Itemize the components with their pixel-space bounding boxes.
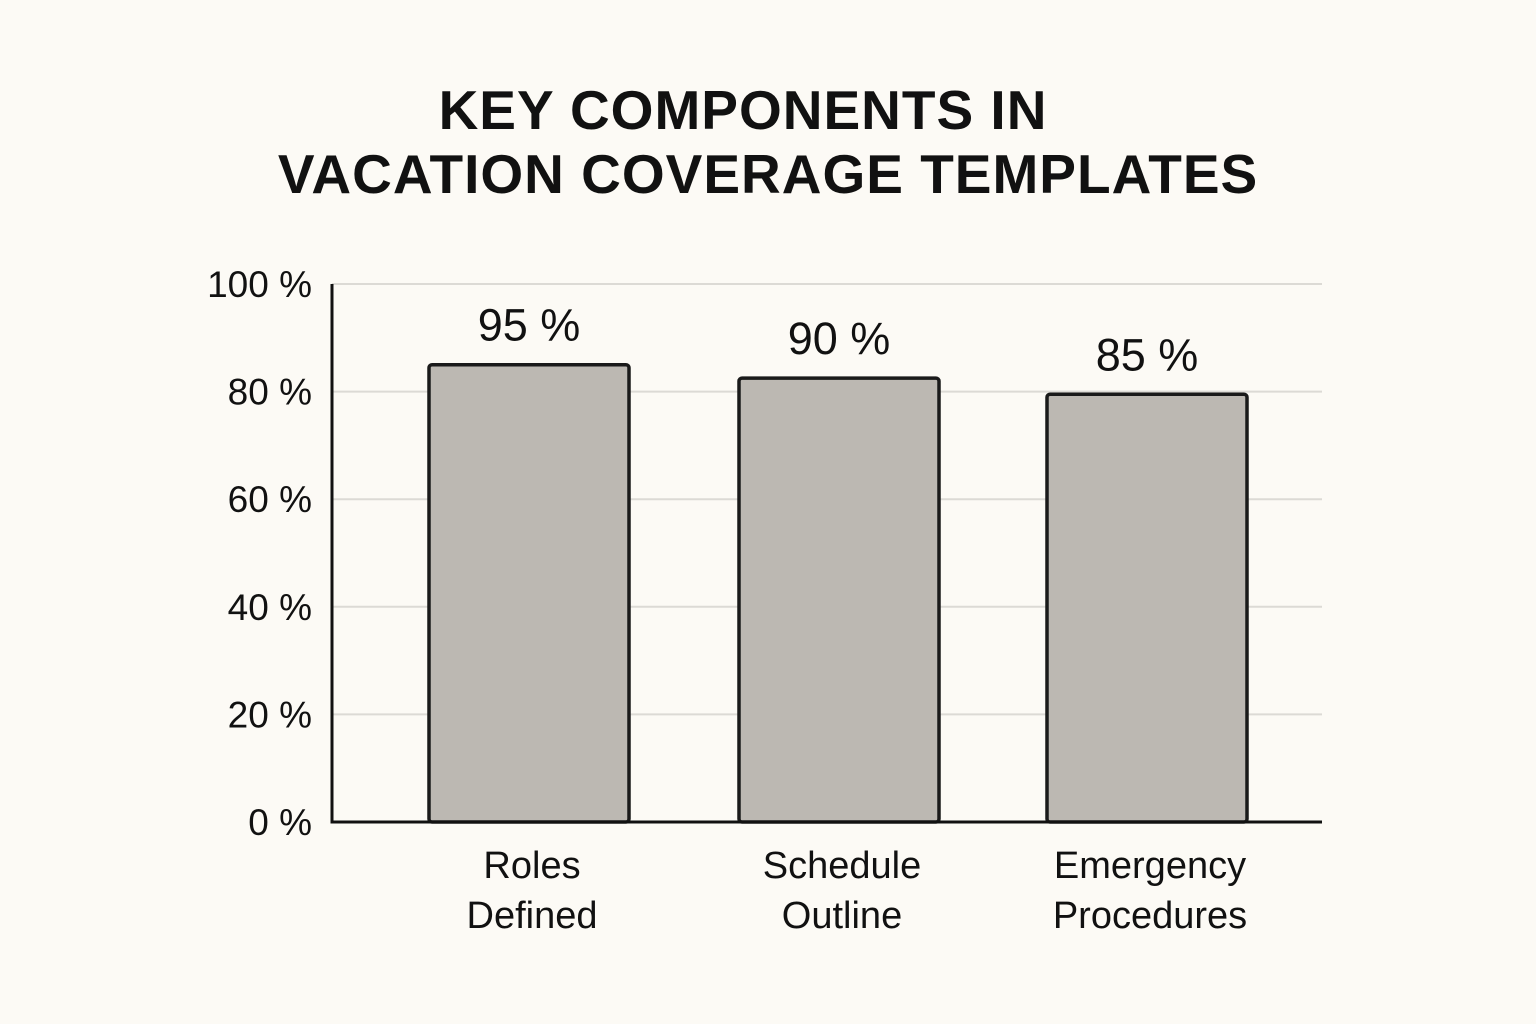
category-label-line: Outline <box>782 895 902 937</box>
category-label: Emergency Procedures <box>1053 845 1247 937</box>
y-tick-label: 0 % <box>248 802 312 843</box>
category-label: Schedule Outline <box>763 845 921 937</box>
bar <box>427 362 631 824</box>
category-label-line: Schedule <box>763 845 921 887</box>
category-label-line: Procedures <box>1053 895 1247 937</box>
bar-value-label: 95 % <box>478 300 581 351</box>
category-label: Roles Defined <box>467 845 598 937</box>
chart-title-line-1: KEY COMPONENTS IN <box>438 79 1048 141</box>
bar-value-label: 90 % <box>788 313 891 364</box>
axes <box>330 284 1322 824</box>
bar <box>1045 392 1249 824</box>
category-label-line: Defined <box>467 895 598 937</box>
y-tick-label: 60 % <box>228 479 312 520</box>
x-axis-category-labels: Roles Defined Schedule Outline Emergency Proc… <box>467 845 1248 937</box>
data-labels: 95 % 90 % 85 % <box>478 300 1199 381</box>
y-tick-label: 80 % <box>228 372 312 413</box>
chart-title: KEY COMPONENTS IN VACATION COVERAGE TEMP… <box>0 78 1536 206</box>
category-label-line: Roles <box>483 845 580 887</box>
y-tick-label: 20 % <box>228 694 312 735</box>
y-tick-label: 100 % <box>207 264 312 305</box>
y-axis-tick-labels: 0 % 20 % 40 % 60 % 80 % 100 % <box>207 264 312 843</box>
bar <box>737 376 941 824</box>
category-label-line: Emergency <box>1054 845 1246 887</box>
bars <box>427 362 1249 824</box>
y-tick-label: 40 % <box>228 587 312 628</box>
bar-value-label: 85 % <box>1096 329 1199 380</box>
chart-title-line-2: VACATION COVERAGE TEMPLATES <box>277 143 1259 205</box>
